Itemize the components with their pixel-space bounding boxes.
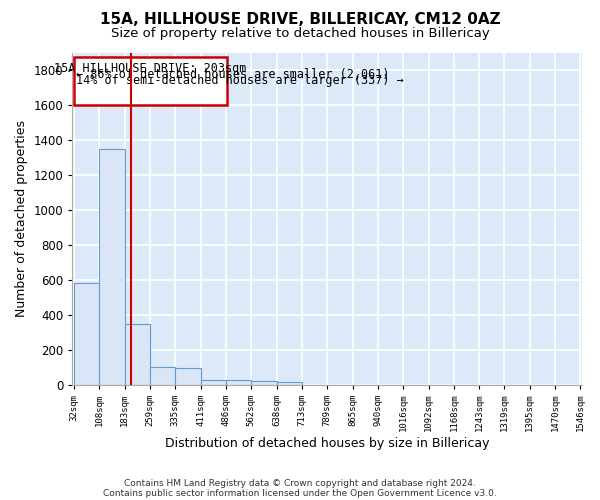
Bar xyxy=(226,380,251,385)
X-axis label: Distribution of detached houses by size in Billericay: Distribution of detached houses by size … xyxy=(165,437,490,450)
Bar xyxy=(125,324,150,385)
Bar xyxy=(201,380,226,385)
Bar xyxy=(251,382,277,385)
Text: Contains public sector information licensed under the Open Government Licence v3: Contains public sector information licen… xyxy=(103,488,497,498)
Bar xyxy=(175,368,201,385)
Text: 14% of semi-detached houses are larger (337) →: 14% of semi-detached houses are larger (… xyxy=(76,74,404,88)
Text: Contains HM Land Registry data © Crown copyright and database right 2024.: Contains HM Land Registry data © Crown c… xyxy=(124,478,476,488)
Bar xyxy=(100,148,125,385)
Bar xyxy=(277,382,302,385)
Text: 15A HILLHOUSE DRIVE: 203sqm: 15A HILLHOUSE DRIVE: 203sqm xyxy=(55,62,247,75)
Y-axis label: Number of detached properties: Number of detached properties xyxy=(15,120,28,317)
Text: ← 86% of detached houses are smaller (2,061): ← 86% of detached houses are smaller (2,… xyxy=(76,68,389,81)
Bar xyxy=(150,368,175,385)
Text: Size of property relative to detached houses in Billericay: Size of property relative to detached ho… xyxy=(110,28,490,40)
FancyBboxPatch shape xyxy=(74,57,227,105)
Bar xyxy=(74,284,100,385)
Text: 15A, HILLHOUSE DRIVE, BILLERICAY, CM12 0AZ: 15A, HILLHOUSE DRIVE, BILLERICAY, CM12 0… xyxy=(100,12,500,28)
